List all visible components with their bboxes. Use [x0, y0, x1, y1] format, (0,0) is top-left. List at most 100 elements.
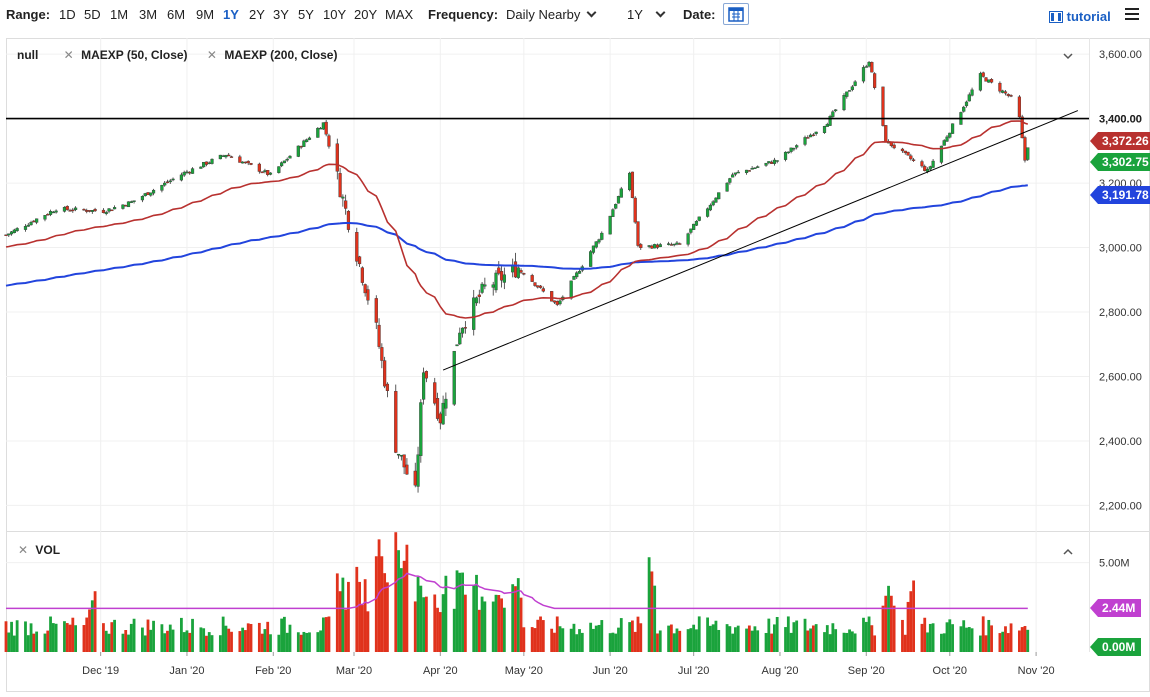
volume-bar — [260, 633, 264, 652]
range-button-6m[interactable]: 6M — [167, 7, 186, 22]
remove-ma50-button[interactable]: ✕ — [63, 48, 74, 62]
candle-body — [964, 101, 969, 107]
range-button-5y[interactable]: 5Y — [298, 7, 314, 22]
candle-body — [756, 166, 760, 168]
volume-bar — [129, 623, 133, 652]
candle-body — [455, 344, 459, 347]
volume-bar — [399, 568, 403, 652]
calendar-button[interactable] — [723, 3, 749, 25]
candle-body — [770, 161, 774, 164]
candle-body — [697, 216, 701, 221]
candle-body — [452, 350, 456, 405]
range-button-max[interactable]: MAX — [385, 7, 414, 22]
candle-body — [725, 182, 729, 192]
volume-bar — [419, 585, 423, 652]
range-button-1m[interactable]: 1M — [110, 7, 129, 22]
range-button-5d[interactable]: 5D — [84, 7, 101, 22]
volume-bar — [867, 616, 871, 652]
volume-bar — [113, 619, 116, 652]
candle-body — [628, 172, 632, 191]
candle-body — [405, 464, 409, 475]
volume-bar — [773, 624, 776, 652]
range-button-3y[interactable]: 3Y — [273, 7, 289, 22]
frequency-value: Daily Nearby — [506, 7, 581, 22]
candle-body — [165, 181, 170, 183]
volume-bar — [71, 617, 75, 652]
volume-bar — [522, 627, 526, 652]
candle-body — [569, 280, 573, 299]
volume-bars — [4, 532, 1030, 652]
period-value: 1Y — [627, 7, 643, 22]
volume-bar — [920, 623, 924, 652]
candle-body — [519, 270, 523, 273]
vol-zero-badge: 0.00M — [1090, 638, 1142, 656]
candle-body — [1020, 116, 1024, 139]
volume-bar — [784, 627, 787, 652]
volume-bar — [461, 572, 464, 652]
candle-body — [402, 454, 406, 468]
range-button-20y[interactable]: 20Y — [354, 7, 378, 22]
volume-bar — [327, 616, 331, 652]
candle-body — [678, 243, 682, 245]
collapse-price-button[interactable] — [1063, 53, 1073, 60]
volume-bar — [553, 632, 556, 652]
range-button-2y[interactable]: 2Y — [249, 7, 265, 22]
volume-bar — [299, 634, 303, 652]
range-button-10y[interactable]: 10Y — [323, 7, 347, 22]
volume-bar — [355, 566, 359, 652]
volume-bar — [653, 585, 657, 652]
volume-bar — [831, 623, 835, 652]
period-select[interactable]: 1Y — [627, 7, 666, 22]
remove-vol-button[interactable]: ✕ — [18, 543, 29, 557]
candle-body — [575, 272, 579, 278]
volume-bar — [205, 635, 208, 652]
volume-bar — [107, 633, 111, 652]
candle-body — [444, 398, 448, 409]
candle-body — [597, 239, 601, 243]
price-chart[interactable]: 3,600.003,400.003,200.003,000.002,800.00… — [0, 38, 1150, 692]
candle-body — [552, 300, 557, 303]
candle-body — [513, 261, 518, 278]
candle-body — [472, 297, 476, 330]
candle-body — [636, 221, 640, 246]
range-button-1d[interactable]: 1D — [59, 7, 76, 22]
candle-body — [435, 398, 440, 419]
volume-bar — [43, 633, 47, 652]
volume-bar — [656, 633, 659, 652]
volume-bar — [870, 625, 874, 652]
candle-body — [711, 201, 715, 206]
volume-bar — [321, 617, 325, 652]
menu-icon[interactable] — [1125, 8, 1139, 20]
remove-ma200-button[interactable]: ✕ — [206, 48, 217, 62]
volume-bar — [979, 635, 982, 652]
tutorial-link[interactable]: tutorial — [1049, 9, 1111, 24]
candle-body — [842, 95, 846, 111]
volume-bar — [767, 618, 771, 652]
candle-body — [497, 267, 501, 274]
range-button-1y[interactable]: 1Y — [223, 7, 239, 22]
volume-bar — [29, 623, 33, 652]
candle-body — [126, 201, 131, 208]
chevron-down-icon — [586, 7, 597, 18]
volume-bar — [753, 626, 757, 652]
candle-body — [984, 77, 988, 82]
candle-body — [266, 170, 270, 175]
volume-bar — [335, 573, 339, 652]
candle-body — [221, 155, 225, 157]
candle-body — [149, 192, 153, 196]
candle-body — [1017, 96, 1021, 118]
volume-bar — [207, 632, 211, 652]
range-button-9m[interactable]: 9M — [196, 7, 215, 22]
range-button-3m[interactable]: 3M — [139, 7, 158, 22]
legend-vol: ✕ VOL — [18, 543, 60, 557]
volume-bar — [889, 595, 893, 652]
candle-body — [51, 211, 55, 214]
candle-body — [786, 151, 790, 154]
candle-body — [285, 158, 289, 161]
collapse-vol-button[interactable] — [1063, 548, 1073, 555]
frequency-select[interactable]: Daily Nearby — [506, 7, 597, 22]
candle-body — [82, 208, 86, 211]
volume-bar — [416, 576, 420, 652]
candle-body — [669, 244, 673, 246]
volume-bar — [728, 626, 732, 652]
